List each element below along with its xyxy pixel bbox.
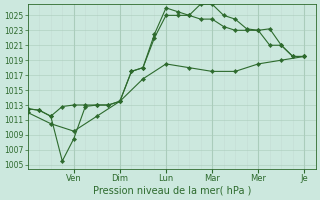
X-axis label: Pression niveau de la mer( hPa ): Pression niveau de la mer( hPa ) [92,186,251,196]
